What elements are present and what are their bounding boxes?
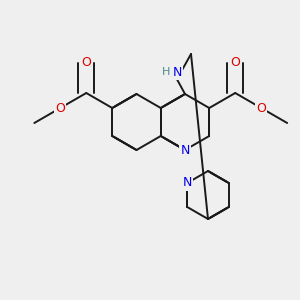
Text: O: O [56,101,65,115]
Text: O: O [230,56,240,70]
Text: O: O [256,101,266,115]
Text: H: H [162,67,170,77]
Text: N: N [180,143,190,157]
Text: N: N [172,65,182,79]
Text: N: N [182,176,192,190]
Text: O: O [81,56,91,70]
